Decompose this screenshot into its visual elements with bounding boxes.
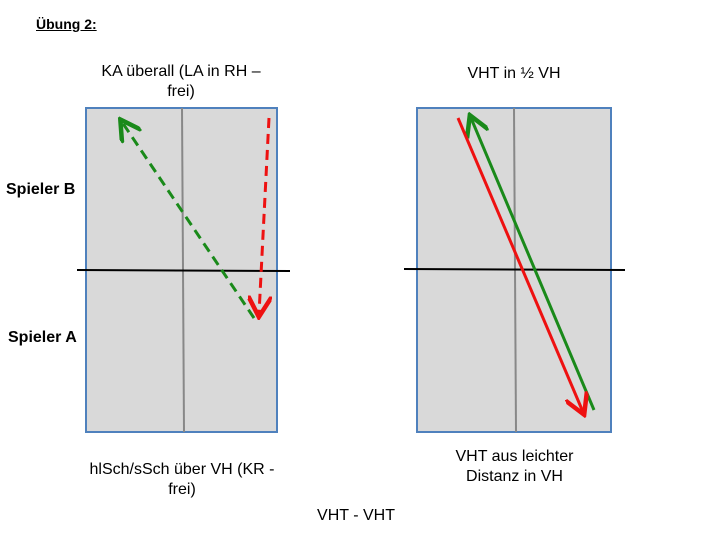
net — [76, 269, 291, 272]
arrow-red — [259, 117, 269, 314]
title: Übung 2: — [36, 16, 97, 32]
arrow-green — [122, 122, 256, 319]
label: hlSch/sSch über VH (KR - frei) — [89, 461, 275, 498]
player-label: Spieler A — [8, 329, 77, 346]
label: KA überall (LA in RH – frei) — [101, 63, 261, 100]
net — [403, 268, 626, 271]
caption: VHT - VHT — [317, 507, 395, 524]
label: VHT in ½ VH — [467, 65, 561, 82]
arrow-red — [456, 117, 583, 412]
label: VHT aus leichter Distanz in VH — [455, 448, 574, 485]
arrow-green — [471, 118, 596, 411]
player-label: Spieler B — [6, 181, 76, 198]
